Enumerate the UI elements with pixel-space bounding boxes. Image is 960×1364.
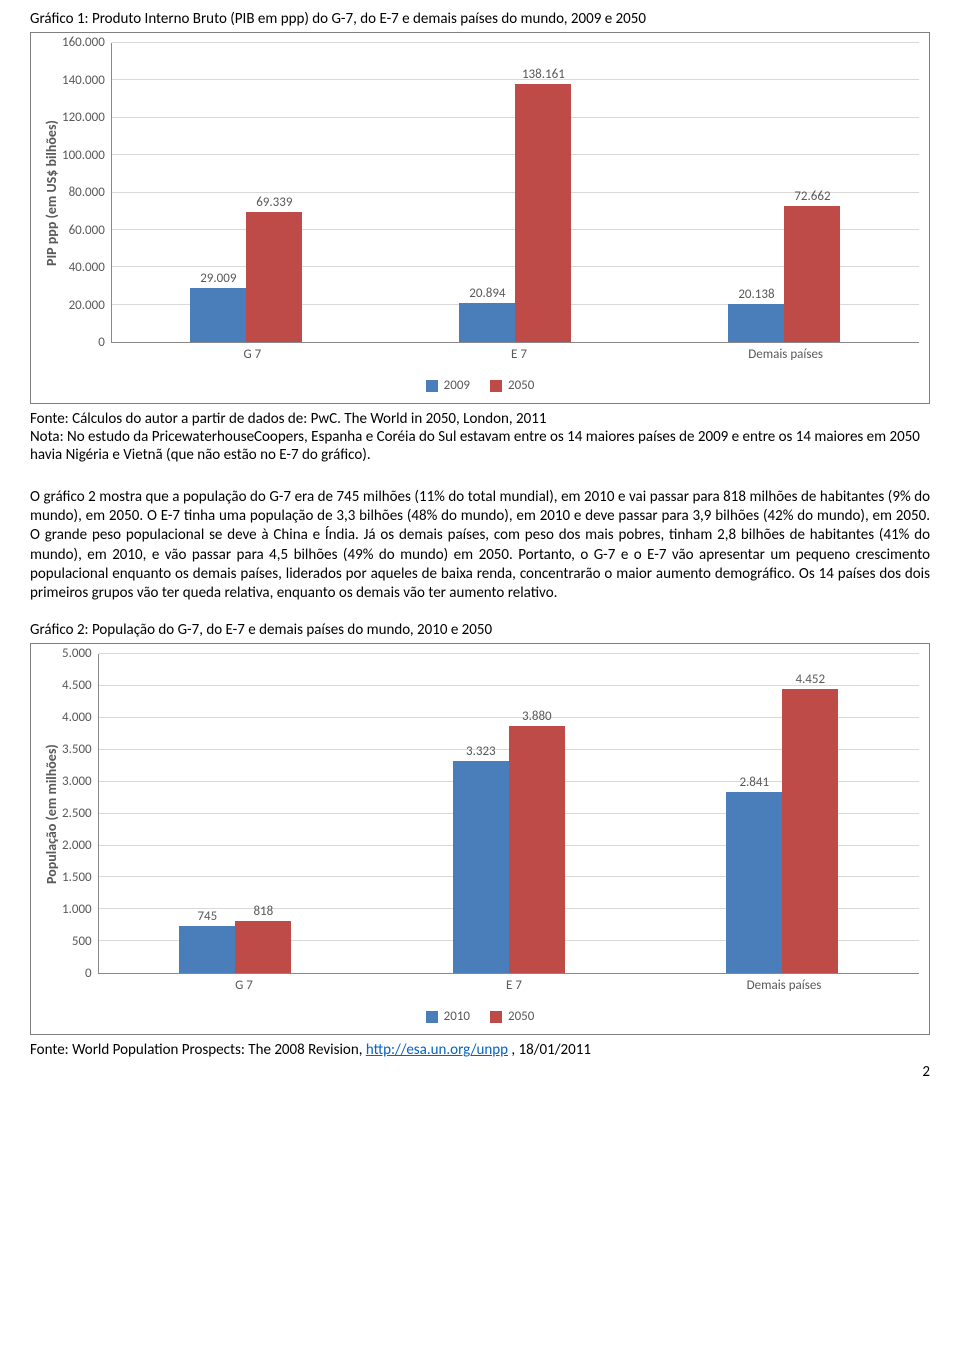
chart1-caption: Fonte: Cálculos do autor a partir de dad… xyxy=(30,410,930,464)
x-category-label: Demais países xyxy=(650,978,917,993)
bar xyxy=(235,921,291,973)
x-category-label: Demais países xyxy=(654,347,918,362)
bar-value-label: 69.339 xyxy=(256,195,292,210)
bar-value-label: 3.880 xyxy=(522,709,552,724)
legend-swatch xyxy=(490,380,502,392)
bar xyxy=(726,792,782,973)
chart1-ylabel: PIP ppp (em US$ bilhões) xyxy=(41,43,62,343)
x-category-label: E 7 xyxy=(387,347,651,362)
bar xyxy=(509,726,565,974)
bar-group: 745 818 xyxy=(100,654,371,973)
legend-item: 2050 xyxy=(490,1009,534,1024)
chart2-legend: 2010 2050 xyxy=(41,1005,919,1028)
chart2-caption: Fonte: World Population Prospects: The 2… xyxy=(30,1041,930,1059)
legend-item: 2050 xyxy=(490,378,534,393)
bar-group: 2.841 4.452 xyxy=(647,654,918,973)
legend-item: 2010 xyxy=(426,1009,470,1024)
body-paragraph: O gráfico 2 mostra que a população do G-… xyxy=(30,488,930,603)
bar xyxy=(728,304,784,342)
legend-swatch xyxy=(426,380,438,392)
bar xyxy=(190,288,246,342)
legend-label: 2009 xyxy=(444,378,470,393)
chart2-plot: 745 818 3.323 3.880 2.841 4.452 xyxy=(98,654,919,974)
chart2-box: População (em milhões) 5.0004.5004.0003.… xyxy=(30,643,930,1035)
chart1-yticks: 160.000140.000120.000100.00080.00060.000… xyxy=(62,43,111,343)
x-category-label: G 7 xyxy=(110,978,377,993)
chart1-plot: 29.009 69.339 20.894 138.161 20.138 72.662 xyxy=(111,43,919,343)
bar xyxy=(246,212,302,342)
chart1-legend: 2009 2050 xyxy=(41,374,919,397)
chart2-xlabels: G 7E 7Demais países xyxy=(109,974,919,993)
bar-value-label: 4.452 xyxy=(795,672,825,687)
chart2-yticks: 5.0004.5004.0003.5003.0002.5002.0001.500… xyxy=(62,654,98,974)
bar-value-label: 818 xyxy=(253,904,273,919)
bar-group: 29.009 69.339 xyxy=(113,43,379,342)
caption2-link[interactable]: http://esa.un.org/unpp xyxy=(366,1041,508,1059)
legend-label: 2010 xyxy=(444,1009,470,1024)
page-number: 2 xyxy=(30,1063,930,1081)
legend-label: 2050 xyxy=(508,378,534,393)
bar-value-label: 72.662 xyxy=(794,189,830,204)
chart2-ylabel: População (em milhões) xyxy=(41,654,62,974)
legend-label: 2050 xyxy=(508,1009,534,1024)
legend-swatch xyxy=(426,1011,438,1023)
bar-group: 20.894 138.161 xyxy=(382,43,648,342)
bar-value-label: 3.323 xyxy=(466,744,496,759)
bar-group: 3.323 3.880 xyxy=(373,654,644,973)
bar xyxy=(179,926,235,974)
x-category-label: G 7 xyxy=(120,347,384,362)
chart2-area: População (em milhões) 5.0004.5004.0003.… xyxy=(41,654,919,974)
bar xyxy=(784,206,840,342)
bar-value-label: 29.009 xyxy=(200,271,236,286)
bar-value-label: 2.841 xyxy=(739,775,769,790)
chart1-xlabels: G 7E 7Demais países xyxy=(119,343,919,362)
bar-value-label: 20.138 xyxy=(738,287,774,302)
bar xyxy=(453,761,509,973)
legend-swatch xyxy=(490,1011,502,1023)
caption2-suffix: , 18/01/2011 xyxy=(508,1041,591,1059)
bar-value-label: 745 xyxy=(197,909,217,924)
bar xyxy=(782,689,838,973)
caption2-prefix: Fonte: World Population Prospects: The 2… xyxy=(30,1041,366,1059)
x-category-label: E 7 xyxy=(380,978,647,993)
chart1-box: PIP ppp (em US$ bilhões) 160.000140.0001… xyxy=(30,32,930,404)
bar xyxy=(459,303,515,342)
bar-group: 20.138 72.662 xyxy=(651,43,917,342)
bar-value-label: 138.161 xyxy=(522,67,565,82)
bar-value-label: 20.894 xyxy=(469,286,505,301)
legend-item: 2009 xyxy=(426,378,470,393)
chart2-title: Gráfico 2: População do G-7, do E-7 e de… xyxy=(30,621,930,639)
chart1-title: Gráfico 1: Produto Interno Bruto (PIB em… xyxy=(30,10,930,28)
chart1-area: PIP ppp (em US$ bilhões) 160.000140.0001… xyxy=(41,43,919,343)
bar xyxy=(515,84,571,342)
